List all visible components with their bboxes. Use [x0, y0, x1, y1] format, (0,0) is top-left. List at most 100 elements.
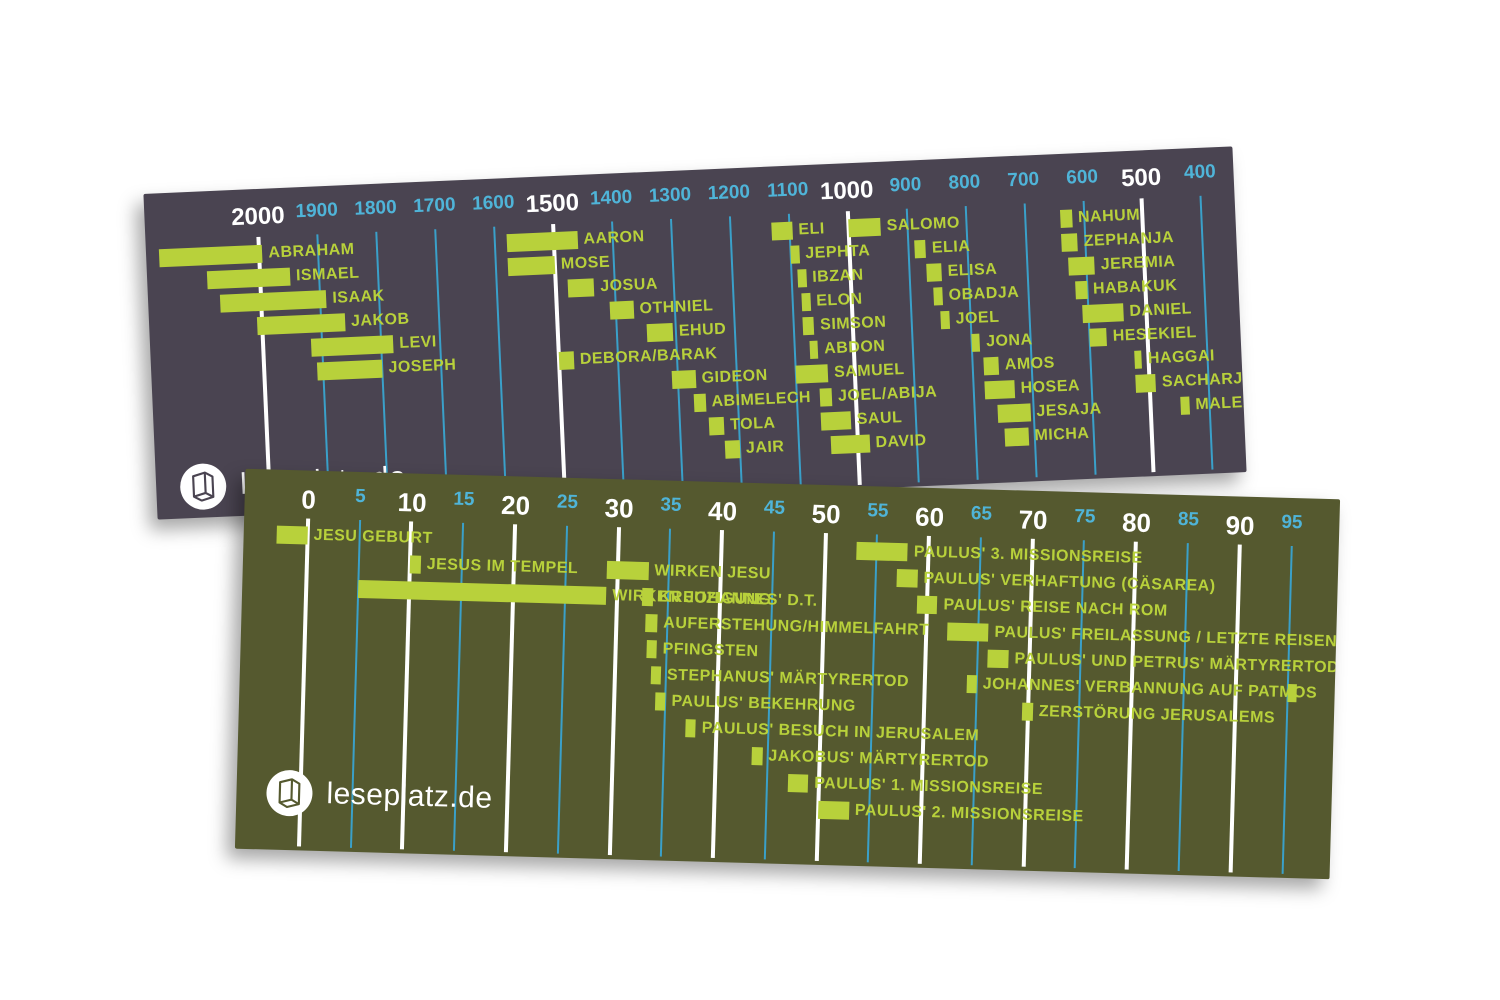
timeline-bar: DANIEL	[1082, 303, 1124, 323]
tick-major-20: 20	[506, 476, 517, 856]
tick-label: 65	[971, 503, 993, 526]
timeline-bar-label: ISMAEL	[296, 265, 360, 286]
timeline-bar-label: OBADJA	[948, 284, 1019, 305]
timeline-bar: STEPHANUS' MÄRTYRERTOD	[650, 666, 661, 684]
tick-label: 700	[1007, 169, 1040, 192]
timeline-bar-label: ISAAK	[332, 288, 385, 308]
timeline-bar: JEPHTA	[790, 245, 800, 263]
tick-label: 55	[867, 500, 889, 523]
timeline-bar: JONA	[971, 334, 981, 352]
timeline-bar: PAULUS' FREILASSUNG / LETZTE REISEN	[947, 622, 989, 641]
timeline-bar: PAULUS' REISE NACH ROM	[917, 596, 938, 615]
timeline-bar-label: SAMUEL	[834, 361, 905, 382]
timeline-bar: PAULUS' 2. MISSIONSREISE	[818, 801, 850, 820]
timeline-bar-label: ELIA	[932, 238, 971, 258]
tick-label: 70	[1018, 504, 1048, 536]
tick-label: 45	[764, 497, 786, 520]
timeline-bar: SALOMO	[848, 218, 881, 237]
timeline-bar-label: PAULUS' FREILASSUNG / LETZTE REISEN	[994, 624, 1337, 652]
timeline-bar: ISMAEL	[207, 268, 290, 290]
timeline-bar: EHUD	[646, 323, 673, 342]
timeline-bar: PAULUS' UND PETRUS' MÄRTYRERTOD	[988, 650, 1009, 669]
tick-label: 30	[604, 493, 634, 525]
timeline-bar: PFINGSTEN	[646, 640, 657, 658]
tick-label: 40	[708, 496, 738, 528]
timeline-bar-label: JOHANNES' VERBANNUNG AUF PATMOS	[982, 675, 1317, 702]
timeline-bar-label: LEVI	[399, 333, 437, 353]
timeline-bar: LEVI	[310, 335, 393, 357]
tick-label: 0	[301, 484, 316, 515]
timeline-bar-label: DEBORA/BARAK	[580, 345, 718, 369]
timeline-bar-label: WIRKEN JESU	[654, 562, 771, 583]
timeline-bar-label: ELISA	[947, 261, 997, 281]
timeline-bar-label: PAULUS' 3. MISSIONSREISE	[914, 543, 1143, 567]
timeline-bar: AUFERSTEHUNG/HIMMELFAHRT	[645, 614, 658, 632]
timeline-bar: MOSE	[508, 256, 556, 276]
timeline-bar: KREUZIGUNG	[642, 588, 653, 606]
timeline-bar-label: JEPHTA	[805, 242, 871, 263]
timeline-bar-label: ELON	[816, 291, 863, 311]
timeline-bar: AARON	[506, 231, 577, 252]
timeline-bar-label: JESAJA	[1036, 400, 1102, 421]
tick-label: 900	[889, 174, 922, 197]
tick-line	[1200, 196, 1214, 470]
timeline-bar-label: JAKOBUS' MÄRTYRERTOD	[768, 748, 989, 772]
tick-label: 50	[811, 499, 841, 531]
timeline-bar: SACHARJA	[1135, 374, 1156, 393]
tick-label: 75	[1074, 506, 1096, 529]
book-icon	[266, 770, 313, 817]
tick-label: 2000	[231, 202, 286, 232]
timeline-bar-label: JOSUA	[600, 276, 658, 296]
tick-line	[493, 227, 507, 501]
timeline-bar-label: JAKOB	[351, 310, 410, 331]
timeline-bar: DEBORA/BARAK	[559, 351, 574, 370]
tick-label: 1700	[413, 194, 456, 218]
timeline-bar-label: JOSEPH	[388, 356, 457, 377]
tick-minor-1100: 1100	[787, 166, 801, 492]
timeline-bar: PAULUS' BESUCH IN JERUSALEM	[685, 719, 696, 737]
tick-label: 1000	[819, 176, 874, 206]
timeline-bar-label: HESEKIEL	[1112, 324, 1197, 346]
timeline-bar-label: IBZAN	[812, 267, 864, 287]
timeline-bar-label: NAHUM	[1078, 206, 1141, 227]
timeline-bar-label: AUFERSTEHUNG/HIMMELFAHRT	[663, 615, 930, 640]
timeline-bar: OTHNIEL	[610, 301, 634, 320]
tick-label: 15	[453, 489, 475, 512]
timeline-card-ot: 2000190018001700160015001400130012001100…	[143, 146, 1246, 519]
timeline-bar: SAMUEL	[795, 364, 828, 383]
timeline-bar: OBADJA	[934, 287, 944, 305]
timeline-bar: JAKOB	[256, 313, 345, 335]
timeline-bar: ABIMELECH	[693, 394, 706, 412]
timeline-bar: AMOS	[984, 357, 999, 376]
tick-minor-1600: 1600	[492, 179, 506, 505]
tick-label: 1100	[767, 179, 809, 203]
tick-label: 1800	[354, 197, 397, 221]
tick-major-1500: 1500	[551, 176, 565, 502]
timeline-bar-label: TOLA	[730, 415, 776, 435]
timeline-bar: NAHUM	[1060, 209, 1073, 227]
timeline-bar: SAUL	[821, 411, 851, 430]
timeline-bar-label: JOEL	[955, 309, 1000, 329]
timeline-bar-label: KREUZIGUNG	[659, 588, 772, 609]
timeline-bar-label: JESU GEBURT	[313, 527, 433, 548]
tick-line	[1281, 546, 1292, 874]
tick-major-30: 30	[609, 479, 620, 859]
tick-label: 20	[501, 490, 531, 522]
timeline-bar: IBZAN	[797, 269, 807, 287]
timeline-bar: MALEACHI	[1180, 397, 1190, 415]
timeline-bar: DAVID	[831, 435, 870, 455]
timeline-bar: JEREMIA	[1068, 257, 1095, 276]
tick-label: 1900	[295, 199, 338, 223]
tick-label: 1500	[525, 189, 580, 219]
timeline-bar-label: SIMSON	[820, 314, 887, 335]
tick-minor-25: 25	[558, 478, 569, 858]
timeline-bar-label: PAULUS' VERHAFTUNG (CÄSAREA)	[923, 570, 1216, 596]
timeline-bar-label: DAVID	[875, 432, 927, 452]
timeline-bar-label: JAIR	[746, 438, 785, 458]
timeline-bar-label: ABRAHAM	[268, 241, 355, 263]
tick-minor-400: 400	[1199, 148, 1213, 474]
timeline-bar: WIRKEN JOHANNES' D.T.	[358, 580, 607, 605]
timeline-bar: ABDON	[809, 341, 819, 359]
timeline-bar: JAKOBUS' MÄRTYRERTOD	[752, 747, 763, 765]
timeline-bar-label: JESUS IM TEMPEL	[426, 556, 578, 578]
